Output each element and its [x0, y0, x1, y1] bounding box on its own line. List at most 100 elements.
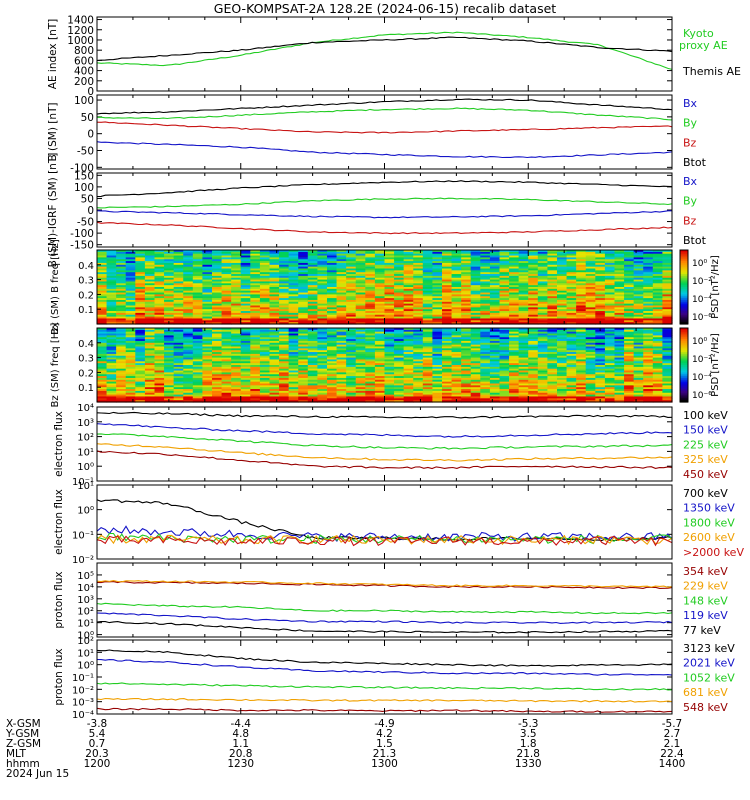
spectrogram-cell [125, 331, 136, 335]
spectrogram-cell [547, 381, 558, 385]
spectrogram-cell [489, 251, 501, 255]
spectrogram-cell [633, 253, 644, 257]
spectrogram-cell [346, 274, 357, 277]
spectrogram-cell [604, 385, 616, 388]
spectrogram-cell [413, 264, 424, 268]
spectrogram-cell [327, 253, 338, 257]
spectrogram-cell [604, 270, 616, 273]
spectrogram-cell [135, 253, 146, 257]
spectrogram-cell [288, 390, 299, 394]
spectrogram-cell [183, 307, 194, 310]
spectrogram-cell [499, 370, 510, 373]
spectrogram-cell [499, 379, 510, 383]
spectrogram-cell [547, 363, 558, 366]
spectrogram-cell [624, 277, 635, 281]
spectrogram-cell [566, 292, 577, 295]
spectrogram-cell [537, 340, 549, 344]
spectrogram-cell [202, 285, 213, 288]
spectrogram-cell [518, 374, 529, 377]
spectrogram-cell [154, 288, 165, 292]
spectrogram-cell [470, 372, 481, 375]
spectrogram-cell [202, 250, 213, 253]
spectrogram-cell [614, 335, 625, 338]
spectrogram-cell [576, 339, 587, 342]
spectrogram-cell [518, 368, 529, 372]
spectrogram-cell [97, 298, 108, 301]
spectrogram-cell [614, 266, 625, 270]
spectrogram-cell [643, 348, 654, 351]
spectrogram-cell [135, 285, 146, 288]
spectrogram-cell [374, 257, 386, 260]
spectrogram-cell [547, 314, 558, 318]
spectrogram-cell [183, 320, 194, 323]
spectrogram-cell [499, 387, 510, 390]
spectrogram-cell [413, 339, 424, 342]
spectrogram-cell [374, 377, 386, 381]
spectrogram-cell [614, 328, 625, 331]
spectrogram-cell [192, 387, 204, 390]
spectrogram-cell [259, 309, 271, 312]
spectrogram-cell [557, 309, 568, 312]
spectrogram-cell [327, 281, 338, 284]
spectrogram-cell [509, 366, 520, 370]
spectrogram-cell [480, 368, 491, 372]
spectrogram-cell [662, 290, 673, 294]
spectrogram-cell [643, 309, 654, 312]
spectrogram-cell [643, 279, 654, 283]
spectrogram-cell [422, 299, 434, 303]
spectrogram-cell [317, 272, 328, 275]
spectrogram-cell [461, 270, 472, 273]
spectrogram-cell [125, 365, 136, 368]
spectrogram-cell [633, 287, 644, 290]
spectrogram-cell [317, 387, 328, 390]
spectrogram-cell [518, 253, 529, 257]
spectrogram-cell [461, 379, 472, 383]
legend-entry: Bz [683, 214, 697, 227]
spectrogram-cell [125, 394, 136, 398]
spectrogram-cell [298, 344, 309, 348]
spectrogram-cell [183, 385, 194, 388]
colorbar-segment [680, 322, 688, 325]
spectrogram-cell [212, 363, 223, 366]
spectrogram-cell [288, 357, 299, 361]
spectrogram-cell [557, 320, 568, 323]
spectrogram-cell [394, 259, 405, 262]
spectrogram-cell [298, 392, 309, 396]
spectrogram-cell [585, 400, 596, 403]
panel-ylabel: B (SM)-IGRF (SM) [nT] [47, 153, 59, 268]
spectrogram-cell [461, 274, 472, 277]
spectrogram-cell [576, 309, 587, 312]
spectrogram-cell [144, 335, 156, 338]
spectrogram-cell [547, 261, 558, 264]
spectrogram-cell [346, 389, 357, 392]
spectrogram-cell [164, 281, 175, 284]
spectrogram-cell [470, 305, 481, 308]
spectrogram-cell [125, 272, 136, 275]
spectrogram-cell [164, 277, 175, 281]
spectrogram-cell [106, 312, 117, 316]
spectrogram-cell [480, 311, 491, 314]
spectrogram-cell [269, 250, 280, 253]
spectrogram-cell [365, 370, 376, 373]
spectrogram-cell [489, 344, 501, 348]
spectrogram-cell [336, 346, 347, 349]
spectrogram-cell [173, 346, 184, 349]
spectrogram-cell [116, 381, 127, 385]
spectrogram-cell [135, 294, 146, 297]
spectrogram-cell [327, 363, 338, 366]
spectrogram-cell [614, 303, 625, 307]
spectrogram-cell [346, 312, 357, 316]
colorbar-segment [680, 305, 688, 308]
spectrogram-cell [97, 316, 108, 320]
spectrogram-cell [240, 275, 251, 279]
spectrogram-cell [566, 301, 577, 305]
spectrogram-cell [336, 379, 347, 383]
spectrogram-cell [499, 287, 510, 290]
spectrogram-cell [585, 322, 596, 325]
spectrogram-cell [499, 377, 510, 381]
spectrogram-cell [537, 374, 549, 377]
spectrogram-cell [346, 257, 357, 260]
spectrogram-cell [489, 396, 501, 399]
spectrogram-cell [259, 292, 271, 295]
spectrogram-cell [547, 283, 558, 286]
